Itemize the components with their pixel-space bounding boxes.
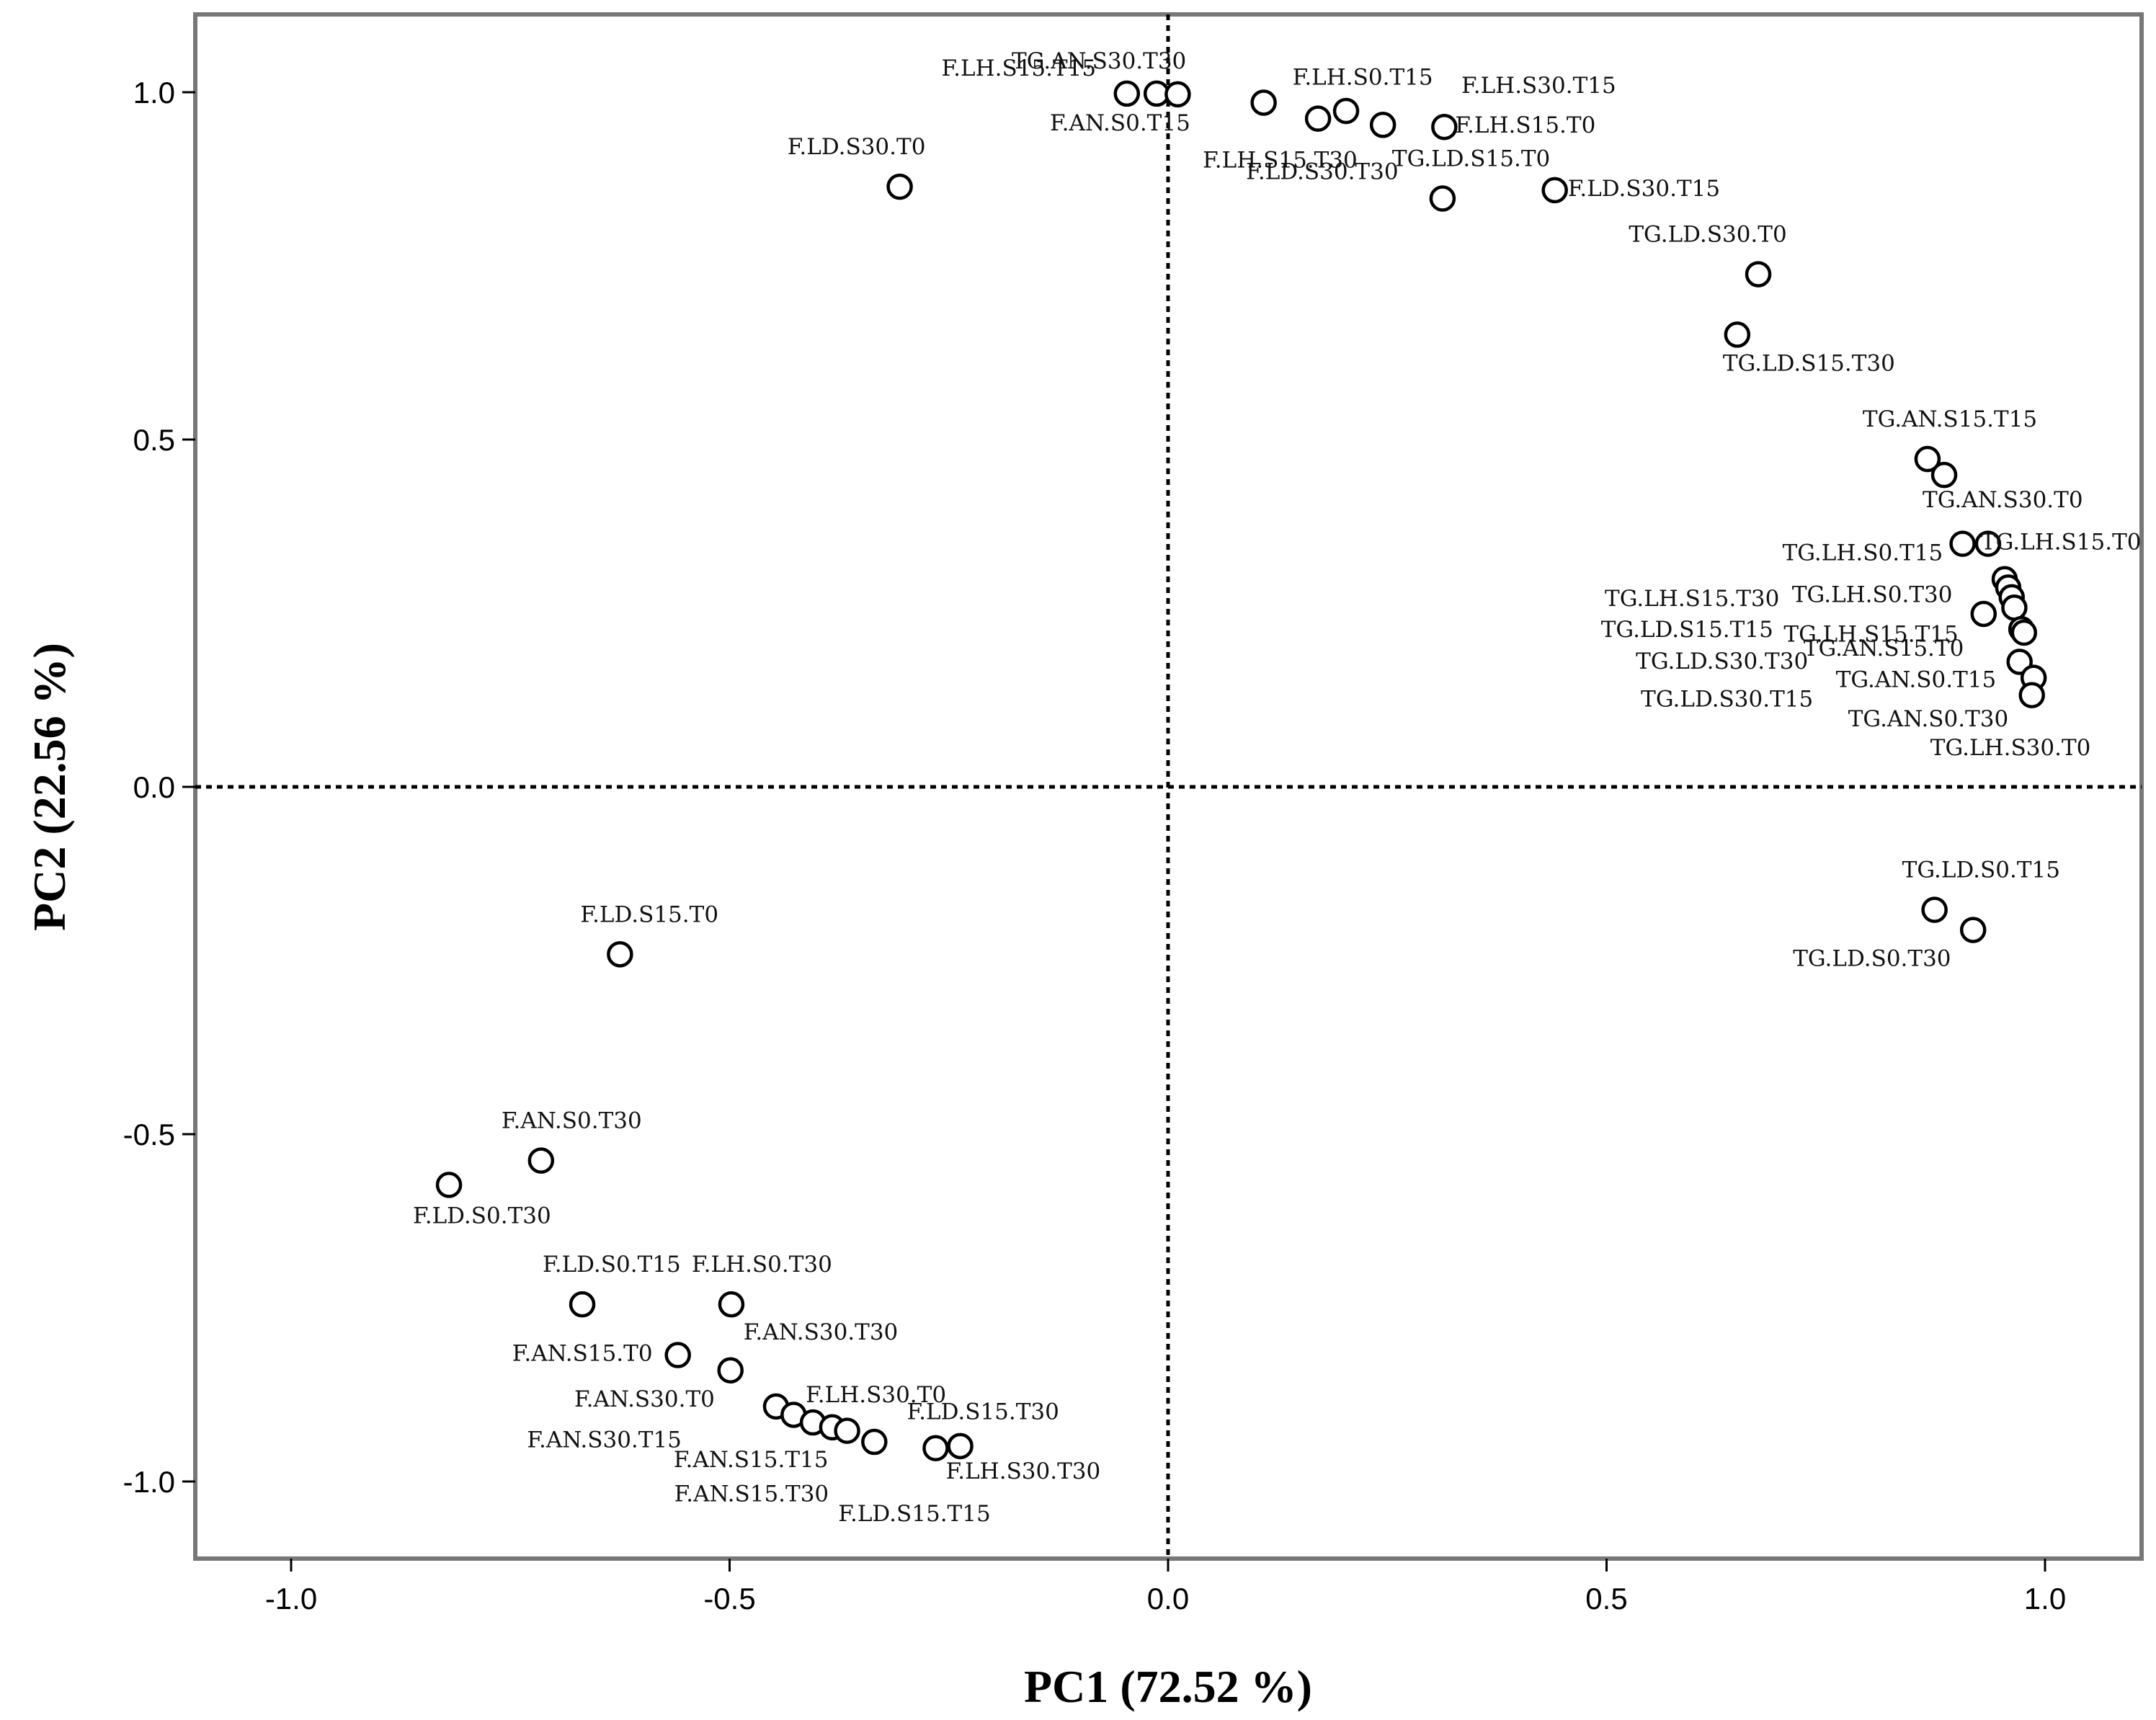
data-point-label: TG.LH.S15.T30 <box>1605 586 1779 612</box>
x-tick-label: -0.5 <box>703 1582 755 1616</box>
data-point-label: F.LD.S30.T30 <box>1246 159 1398 184</box>
data-point <box>1949 530 1976 557</box>
data-point-label: F.LD.S0.T30 <box>413 1203 551 1229</box>
data-point-label: TG.AN.S0.T15 <box>1836 667 1997 692</box>
data-point-label: TG.AN.S0.T30 <box>1848 706 2009 732</box>
data-point <box>834 1417 860 1444</box>
data-point <box>2010 619 2038 646</box>
data-point <box>717 1357 744 1384</box>
data-point <box>1164 81 1191 108</box>
data-point <box>1113 80 1141 107</box>
y-axis-title: PC2 (22.56 %) <box>24 643 75 931</box>
data-point-label: F.LH.S15.T0 <box>1455 112 1595 138</box>
data-point-label: TG.AN.S30.T0 <box>1923 487 2083 513</box>
data-point-label: F.AN.S30.T30 <box>744 1319 899 1345</box>
data-point-label: F.AN.S15.T15 <box>674 1447 829 1473</box>
x-tick-label: 0.0 <box>1147 1582 1189 1616</box>
data-point-label: F.AN.S15.T0 <box>512 1341 653 1367</box>
data-point-label: F.LD.S30.T15 <box>1568 176 1720 202</box>
reference-lines <box>195 14 2142 1559</box>
data-point <box>569 1291 596 1318</box>
data-point-label: F.LH.S30.T15 <box>1461 73 1616 99</box>
data-point <box>861 1428 888 1456</box>
data-point-label: F.LH.S30.T30 <box>946 1458 1101 1484</box>
data-point-label: TG.LH.S15.T0 <box>1981 530 2142 556</box>
data-point-label: TG.LH.S30.T0 <box>1930 735 2091 761</box>
data-point <box>2001 594 2028 621</box>
x-tick-label: -1.0 <box>265 1582 317 1616</box>
data-point-label: F.LH.S30.T0 <box>806 1382 946 1408</box>
data-point-label: F.LD.S0.T15 <box>543 1252 681 1278</box>
data-point <box>1930 461 1958 489</box>
x-tick-label: 0.5 <box>1585 1582 1627 1616</box>
data-point-label: F.LD.S15.T30 <box>906 1399 1059 1425</box>
data-point-label: TG.AN.S15.T0 <box>1804 636 1964 661</box>
data-point-label: F.LD.S15.T15 <box>838 1501 990 1527</box>
y-tick-label: -1.0 <box>123 1465 175 1499</box>
data-point-label: F.AN.S30.T15 <box>527 1427 682 1453</box>
data-point-label: F.AN.S0.T30 <box>502 1108 642 1134</box>
data-point <box>1304 105 1332 132</box>
data-point <box>527 1147 555 1174</box>
data-point-label: TG.LD.S15.T30 <box>1723 350 1895 376</box>
data-point <box>1250 89 1277 116</box>
y-tick-label: -0.5 <box>123 1118 175 1151</box>
data-point <box>1431 113 1458 141</box>
data-point <box>1429 185 1456 212</box>
x-axis-title: PC1 (72.52 %) <box>1024 1661 1312 1712</box>
data-point-label: TG.LH.S0.T15 <box>1783 540 1943 566</box>
data-point <box>664 1342 691 1368</box>
data-point-label: TG.AN.S15.T15 <box>1863 406 2037 432</box>
data-point <box>1921 896 1948 923</box>
data-point-label: TG.AN.S30.T30 <box>1012 48 1186 74</box>
data-point <box>1745 261 1772 288</box>
data-point <box>435 1172 463 1198</box>
data-point-label: TG.LD.S0.T15 <box>1902 857 2060 883</box>
data-point-label: TG.LD.S15.T0 <box>1392 146 1550 171</box>
data-point <box>1914 445 1941 473</box>
data-point-label: TG.LD.S30.T0 <box>1629 222 1786 248</box>
data-point-label: F.LH.S0.T15 <box>1293 64 1433 90</box>
data-point <box>1974 530 2002 557</box>
data-point-label: TG.LH.S0.T30 <box>1792 581 1953 607</box>
axis-ticks: -1.0 -0.5 0.0 0.5 1.0 1.0 0.5 0.0 -0.5 -1.0 <box>123 76 2067 1616</box>
data-point <box>1541 177 1568 204</box>
y-tick-label: 0.5 <box>133 423 175 457</box>
data-point-label: F.AN.S0.T15 <box>1050 110 1190 136</box>
data-point-label: TG.LD.S30.T30 <box>1636 649 1808 674</box>
data-point <box>1959 917 1987 943</box>
data-point <box>886 173 913 200</box>
data-point-label: F.LD.S15.T0 <box>580 901 718 927</box>
data-point <box>607 941 633 968</box>
data-points <box>435 80 2047 1461</box>
data-point-label: TG.LH.S15.T15 <box>1783 621 1958 647</box>
data-point <box>1970 600 1997 628</box>
data-point <box>947 1432 974 1460</box>
data-point <box>922 1435 949 1461</box>
data-point <box>1369 112 1396 138</box>
data-point-label: F.LD.S30.T0 <box>788 134 926 160</box>
data-point-label: TG.LD.S15.T15 <box>1601 617 1773 643</box>
x-tick-label: 1.0 <box>2024 1582 2066 1616</box>
data-point-label: TG.LD.S0.T30 <box>1793 946 1951 972</box>
data-point <box>1332 97 1360 125</box>
data-point <box>1724 321 1751 348</box>
y-tick-label: 1.0 <box>133 76 175 110</box>
data-point-label: F.AN.S30.T0 <box>574 1386 715 1412</box>
data-point-label: TG.LD.S30.T15 <box>1641 687 1813 713</box>
data-point-label: F.LH.S15.T15 <box>941 55 1096 81</box>
data-point-label: F.LH.S15.T30 <box>1203 148 1358 174</box>
data-point <box>718 1291 745 1318</box>
y-tick-label: 0.0 <box>133 770 175 804</box>
data-point-label: F.AN.S15.T30 <box>674 1481 829 1507</box>
data-point-label: F.LH.S0.T30 <box>692 1252 832 1278</box>
data-point <box>2018 682 2045 709</box>
